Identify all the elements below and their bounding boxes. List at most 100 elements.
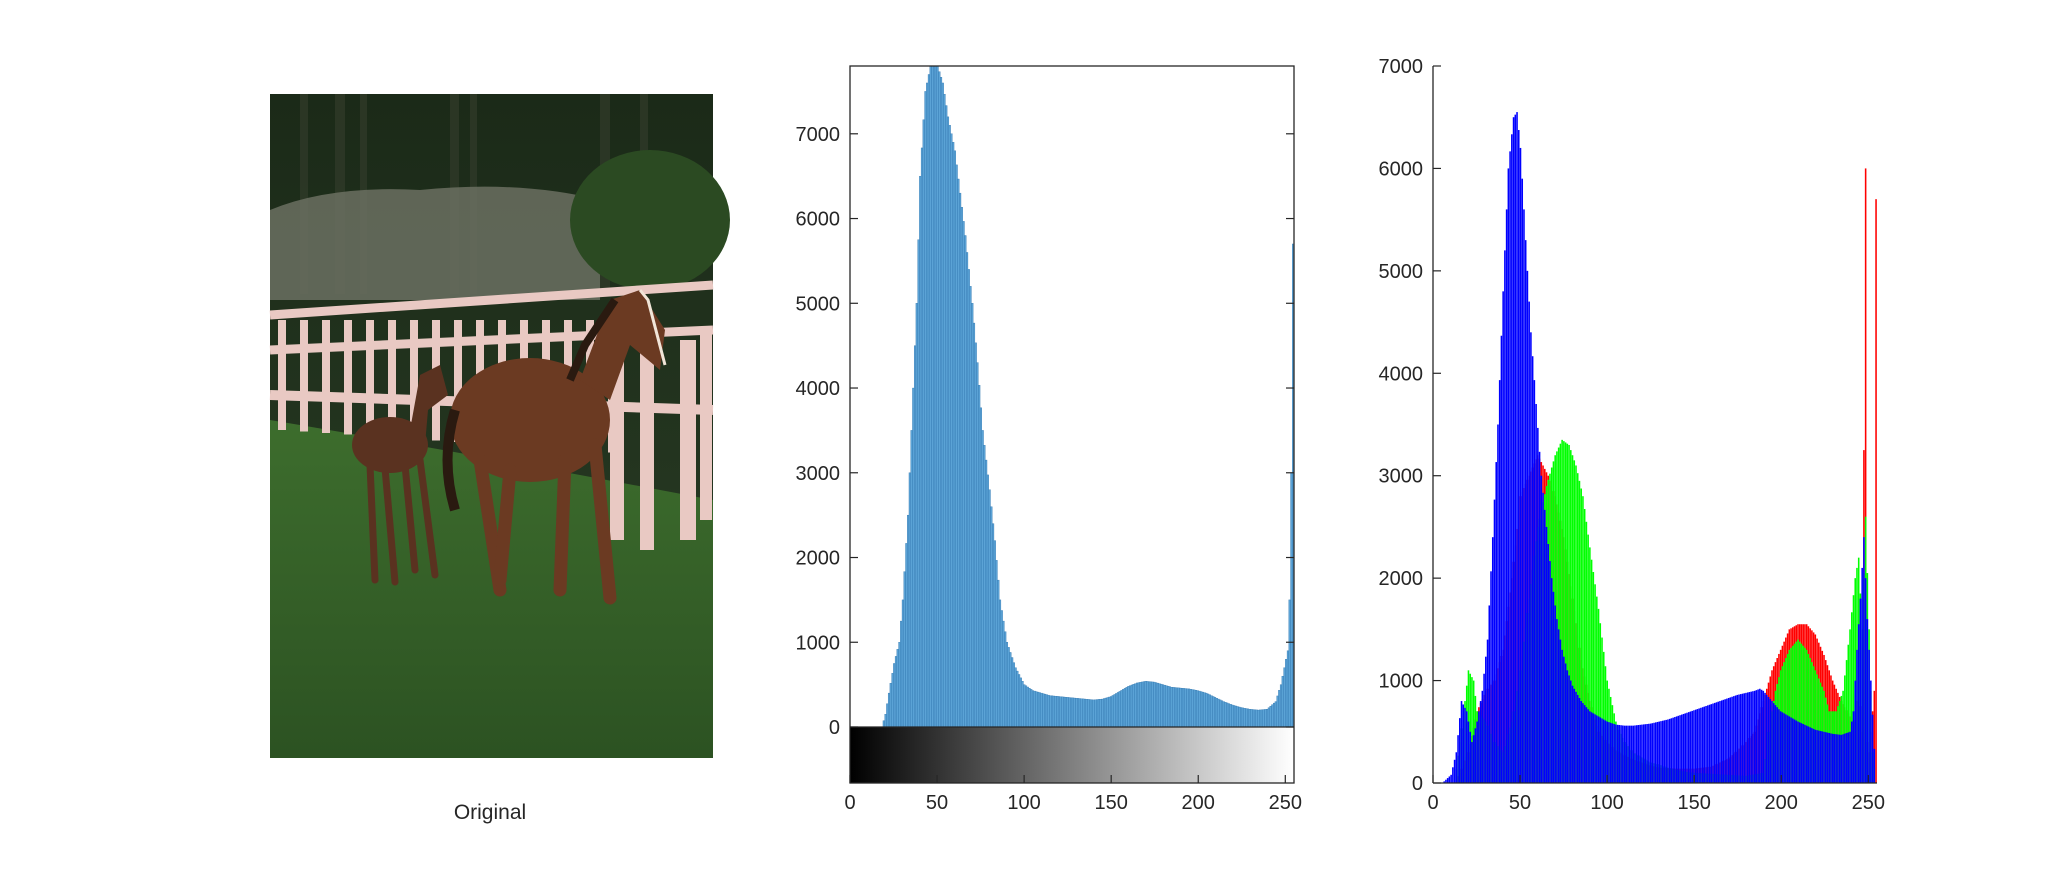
axes-frame — [849, 65, 1295, 784]
gray-bin-bar — [957, 178, 960, 728]
original-image — [269, 94, 730, 758]
blue-bin-bar — [1731, 696, 1733, 783]
gray-bin-bar — [1144, 681, 1147, 728]
gray-bin-bar — [1073, 697, 1076, 728]
gray-bin-bar — [1285, 659, 1288, 728]
green-bin-bar — [1816, 674, 1818, 783]
gray-bin-bar — [1250, 709, 1253, 728]
blue-bin-bar — [1481, 690, 1484, 783]
blue-bin-bar — [1807, 726, 1810, 783]
gray-bin-bar — [1132, 684, 1135, 728]
rock-outcrop — [270, 186, 600, 300]
blue-bin-bar — [1665, 719, 1667, 783]
blue-bin-bar — [1651, 723, 1654, 783]
blue-bin-bar — [1767, 696, 1770, 783]
gray-bin-bar — [1137, 682, 1140, 728]
gray-bin-bar — [1149, 681, 1152, 728]
gray-bin-bar — [1056, 696, 1059, 728]
y-tick-label: 6000 — [1379, 158, 1424, 180]
blue-bin-bar — [1854, 680, 1857, 783]
gray-bin-bar — [998, 599, 1002, 728]
blue-bin-bar — [1478, 711, 1480, 783]
blue-bin-bar — [1826, 732, 1829, 783]
blue-bin-bar — [1717, 701, 1719, 783]
blue-bin-bar — [1726, 698, 1728, 783]
blue-bin-bar — [1648, 723, 1650, 783]
gray-bin-bar — [1243, 708, 1246, 728]
blue-bin-bar — [1847, 732, 1850, 783]
gray-bin-bar — [1104, 697, 1107, 728]
gray-bin-bar — [1255, 709, 1258, 728]
blue-bin-bar — [1663, 720, 1666, 783]
y-tick-label: 6000 — [796, 209, 841, 231]
green-bin-bar — [1564, 442, 1567, 783]
gray-bin-bar — [1023, 684, 1026, 728]
green-bin-bar — [1561, 439, 1563, 783]
blue-bin-bar — [1533, 380, 1536, 783]
blue-bin-bar — [1557, 629, 1560, 783]
blue-bin-bar — [1590, 712, 1593, 783]
gray-bin-bar — [1141, 681, 1144, 728]
blue-bin-bar — [1511, 134, 1513, 784]
blue-bin-bar — [1760, 689, 1763, 783]
green-bin-bar — [1792, 645, 1794, 783]
blue-bin-bar — [1797, 721, 1799, 783]
blue-bin-bar — [1693, 710, 1695, 783]
gray-bin-bar — [933, 65, 936, 728]
gray-bin-bar — [1234, 705, 1237, 728]
gray-bin-bar — [936, 65, 939, 728]
mare-horse — [442, 289, 667, 605]
blue-bin-bar — [1800, 723, 1803, 783]
gray-bin-bar — [1281, 675, 1284, 728]
blue-bin-bar — [1476, 721, 1478, 783]
gray-bin-bar — [1238, 706, 1241, 728]
green-bin-bar — [1576, 473, 1579, 783]
blue-bin-bar — [1637, 725, 1640, 783]
gray-bin-bar — [1229, 704, 1232, 728]
blue-bin-bar — [1772, 703, 1775, 783]
blue-bin-bar — [1745, 692, 1747, 783]
gray-bin-bar — [1087, 699, 1090, 728]
blue-bin-bar — [1540, 475, 1543, 783]
gray-bin-bar — [1224, 702, 1227, 728]
gray-bin-bar — [1068, 697, 1071, 728]
gray-bin-bar — [919, 175, 922, 728]
gray-bin-bar — [1175, 687, 1178, 728]
gray-bin-bar — [971, 303, 974, 728]
gray-bin-bar — [985, 459, 988, 728]
blue-bin-bar — [1753, 690, 1756, 783]
blue-bin-bar — [1601, 718, 1603, 783]
blue-bin-bar — [1613, 724, 1615, 783]
gray-bin-bar — [1208, 694, 1211, 728]
gray-bin-bar — [1042, 693, 1045, 728]
blue-bin-bar — [1805, 725, 1808, 783]
blue-bin-bar — [1596, 715, 1598, 783]
blue-bin-bar — [1710, 704, 1713, 783]
blue-bin-bar — [1632, 725, 1635, 783]
fence-post — [388, 320, 396, 438]
gray-bin-bar — [1122, 689, 1125, 728]
blue-bin-bar — [1445, 779, 1447, 783]
gray-bin-bar — [1172, 687, 1175, 728]
green-bin-bar — [1597, 608, 1600, 783]
gray-bin-bar — [900, 620, 903, 728]
gray-bin-bar — [1162, 684, 1165, 728]
blue-bin-bar — [1681, 714, 1683, 783]
gray-bin-bar — [1160, 683, 1163, 728]
gray-bin-bar — [953, 150, 956, 728]
blue-bin-bar — [1535, 404, 1537, 783]
blue-bin-bar — [1821, 731, 1824, 783]
blue-bin-bar — [1837, 734, 1839, 783]
blue-bin-bar — [1526, 270, 1529, 783]
gray-bin-bar — [1191, 689, 1194, 728]
green-bin-bar — [1809, 658, 1811, 783]
gray-bin-bar — [962, 221, 965, 728]
blue-bin-bar — [1622, 725, 1624, 783]
foal-horse — [352, 365, 448, 586]
blue-bin-bar — [1594, 714, 1596, 783]
gray-bin-bar — [1035, 691, 1038, 728]
blue-bin-bar — [1752, 691, 1754, 783]
gray-bin-bar — [1257, 709, 1260, 728]
gray-bin-bar — [1066, 697, 1069, 728]
blue-bin-bar — [1774, 705, 1777, 783]
